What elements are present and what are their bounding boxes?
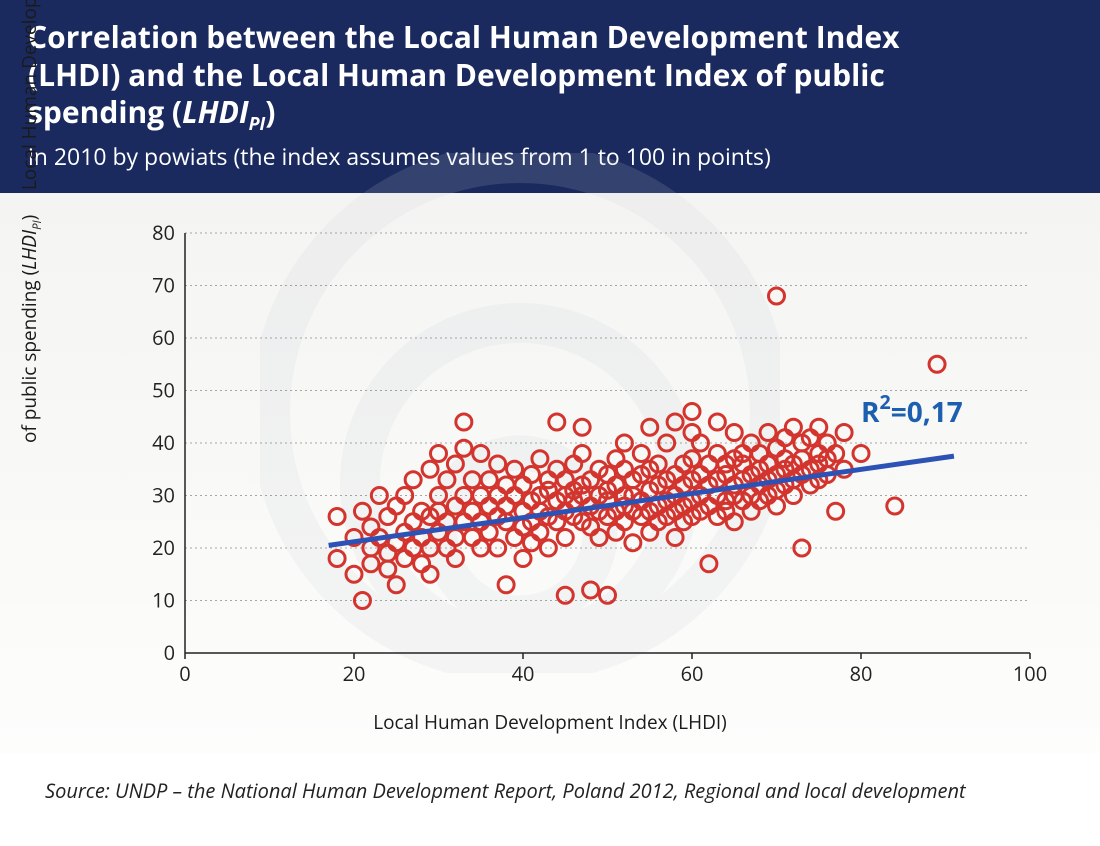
- title-line2: (LHDI) and the Local Human Development I…: [28, 54, 885, 95]
- chart-area: of public spending (LHDIPI) Local Human …: [0, 193, 1100, 753]
- title-line3a: spending (: [28, 91, 182, 132]
- svg-text:60: 60: [681, 660, 704, 687]
- svg-text:80: 80: [152, 223, 175, 246]
- svg-text:20: 20: [343, 660, 366, 687]
- y-label-italic: LHDI: [16, 230, 42, 270]
- svg-text:80: 80: [850, 660, 873, 687]
- title-lhdi-sub: PI: [249, 112, 266, 136]
- svg-text:0: 0: [164, 639, 175, 666]
- title-line1: Correlation between the Local Human Deve…: [28, 16, 899, 57]
- chart-header: Correlation between the Local Human Deve…: [0, 0, 1100, 193]
- svg-text:10: 10: [152, 587, 175, 614]
- y-label-line2b: ): [16, 215, 42, 221]
- x-axis-label: Local Human Development Index (LHDI): [0, 709, 1100, 735]
- svg-text:60: 60: [152, 324, 175, 351]
- svg-text:20: 20: [152, 534, 175, 561]
- y-axis-label: of public spending (LHDIPI) Local Human …: [16, 0, 45, 443]
- svg-text:40: 40: [512, 660, 535, 687]
- svg-text:70: 70: [152, 272, 175, 299]
- y-label-line2a: of public spending (: [16, 270, 42, 443]
- svg-text:R2=0,17: R2=0,17: [861, 388, 963, 432]
- chart-footer: Source: UNDP – the National Human Develo…: [0, 753, 1100, 804]
- svg-text:50: 50: [152, 377, 175, 404]
- y-label-line1: Local Human Development Index: [16, 0, 42, 190]
- title-lhdi-italic: LHDI: [182, 91, 248, 132]
- plot-wrapper: 0 10 20 30 40 50 60 70 80 0 20 40 60 80 100 R2=0,17: [130, 223, 1050, 703]
- svg-text:0: 0: [179, 660, 190, 687]
- title-line3b: ): [265, 91, 275, 132]
- svg-text:30: 30: [152, 482, 175, 509]
- chart-title: Correlation between the Local Human Deve…: [28, 18, 1072, 136]
- y-label-sub: PI: [30, 221, 45, 231]
- svg-text:100: 100: [1013, 660, 1047, 687]
- scatter-plot: 0 10 20 30 40 50 60 70 80 0 20 40 60 80 100 R2=0,17: [130, 223, 1050, 703]
- svg-text:40: 40: [152, 429, 175, 456]
- source-text: Source: UNDP – the National Human Develo…: [45, 777, 966, 804]
- chart-subtitle: in 2010 by powiats (the index assumes va…: [28, 142, 1072, 172]
